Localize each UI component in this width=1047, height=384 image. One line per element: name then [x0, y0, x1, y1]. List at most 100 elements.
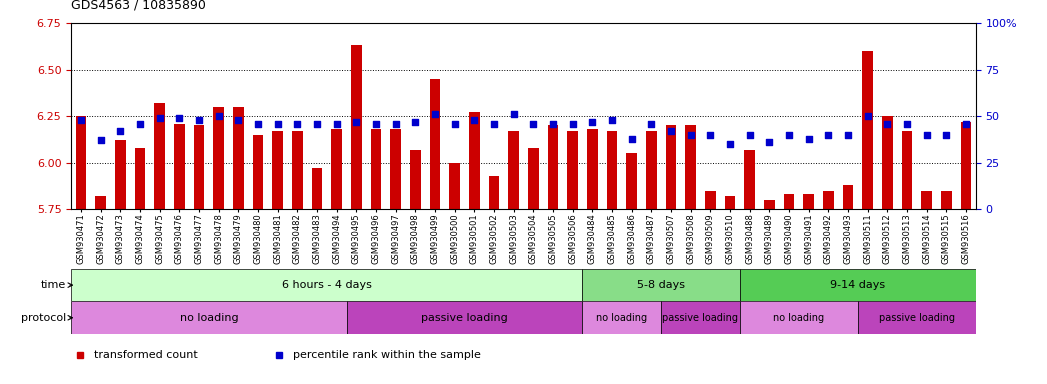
- Text: 6 hours - 4 days: 6 hours - 4 days: [282, 280, 372, 290]
- Text: no loading: no loading: [774, 313, 824, 323]
- Bar: [135, 148, 146, 209]
- Bar: [666, 126, 676, 209]
- Text: time: time: [41, 280, 66, 290]
- Bar: [75, 116, 87, 209]
- Text: no loading: no loading: [179, 313, 238, 323]
- Bar: [95, 196, 106, 209]
- Point: [898, 121, 915, 127]
- Point: [309, 121, 326, 127]
- Bar: [901, 131, 912, 209]
- Bar: [582, 301, 661, 334]
- Bar: [174, 124, 184, 209]
- Bar: [371, 129, 381, 209]
- Bar: [960, 122, 972, 209]
- Point: [938, 132, 955, 138]
- Bar: [391, 129, 401, 209]
- Point: [249, 121, 266, 127]
- Bar: [429, 79, 441, 209]
- Point: [701, 132, 718, 138]
- Bar: [252, 135, 264, 209]
- Point: [840, 132, 856, 138]
- Point: [152, 115, 169, 121]
- Bar: [194, 126, 204, 209]
- Bar: [744, 150, 755, 209]
- Point: [269, 121, 286, 127]
- Bar: [214, 107, 224, 209]
- Point: [466, 117, 483, 123]
- Bar: [548, 126, 558, 209]
- Bar: [705, 191, 716, 209]
- Bar: [347, 301, 582, 334]
- Bar: [154, 103, 165, 209]
- Point: [210, 113, 227, 119]
- Point: [525, 121, 541, 127]
- Point: [506, 111, 522, 118]
- Bar: [587, 129, 598, 209]
- Bar: [115, 141, 126, 209]
- Point: [289, 121, 306, 127]
- Text: passive loading: passive loading: [878, 313, 955, 323]
- Bar: [646, 131, 656, 209]
- Bar: [863, 51, 873, 209]
- Text: 5-8 days: 5-8 days: [638, 280, 685, 290]
- Bar: [469, 113, 480, 209]
- Bar: [567, 131, 578, 209]
- Bar: [725, 196, 735, 209]
- Bar: [489, 176, 499, 209]
- Bar: [292, 131, 303, 209]
- Bar: [857, 301, 976, 334]
- Bar: [764, 200, 775, 209]
- Bar: [331, 129, 342, 209]
- Point: [486, 121, 503, 127]
- Point: [800, 136, 817, 142]
- Bar: [606, 131, 618, 209]
- Text: passive loading: passive loading: [421, 313, 508, 323]
- Bar: [351, 45, 362, 209]
- Bar: [272, 131, 283, 209]
- Point: [544, 121, 561, 127]
- Bar: [740, 269, 976, 301]
- Point: [329, 121, 346, 127]
- Bar: [921, 191, 932, 209]
- Bar: [882, 116, 893, 209]
- Point: [860, 113, 876, 119]
- Bar: [71, 301, 347, 334]
- Text: no loading: no loading: [596, 313, 647, 323]
- Bar: [232, 107, 244, 209]
- Text: transformed count: transformed count: [94, 350, 198, 360]
- Bar: [71, 269, 582, 301]
- Bar: [685, 126, 696, 209]
- Point: [741, 132, 758, 138]
- Point: [623, 136, 640, 142]
- Bar: [803, 194, 815, 209]
- Bar: [661, 301, 740, 334]
- Bar: [582, 269, 740, 301]
- Point: [407, 119, 424, 125]
- Point: [426, 111, 443, 118]
- Point: [230, 117, 247, 123]
- Bar: [740, 301, 857, 334]
- Bar: [312, 168, 322, 209]
- Bar: [508, 131, 519, 209]
- Point: [878, 121, 895, 127]
- Text: percentile rank within the sample: percentile rank within the sample: [293, 350, 481, 360]
- Point: [191, 117, 207, 123]
- Point: [348, 119, 364, 125]
- Point: [72, 117, 89, 123]
- Bar: [528, 148, 539, 209]
- Point: [918, 132, 935, 138]
- Bar: [823, 191, 833, 209]
- Point: [643, 121, 660, 127]
- Point: [112, 128, 129, 134]
- Bar: [410, 150, 421, 209]
- Point: [761, 139, 778, 145]
- Text: 9-14 days: 9-14 days: [830, 280, 886, 290]
- Point: [564, 121, 581, 127]
- Point: [820, 132, 837, 138]
- Point: [92, 137, 109, 144]
- Bar: [843, 185, 853, 209]
- Point: [584, 119, 601, 125]
- Point: [604, 117, 621, 123]
- Point: [171, 115, 187, 121]
- Point: [683, 132, 699, 138]
